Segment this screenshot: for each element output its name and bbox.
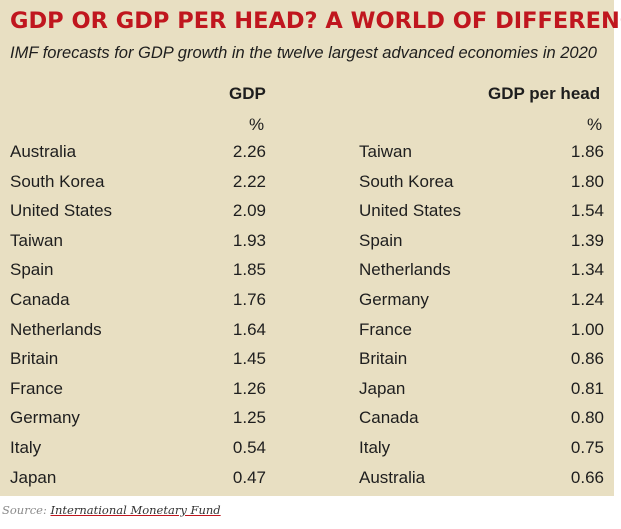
gdp-per-head-value-cell: 0.81 (570, 378, 604, 398)
table-row: Taiwan 1.93 Spain 1.39 (0, 231, 614, 261)
gdp-per-head-country-cell: France (359, 319, 412, 339)
gdp-country-cell: Spain (10, 260, 54, 280)
source-link[interactable]: International Monetary Fund (50, 503, 221, 517)
gdp-country-cell: Netherlands (10, 319, 102, 339)
gdp-country-cell: Britain (10, 349, 59, 369)
gdp-per-head-unit-label: % (587, 115, 603, 134)
gdp-per-head-value-cell: 0.86 (570, 349, 604, 369)
gdp-per-head-country-cell: Britain (359, 349, 408, 369)
chart-panel: GDP OR GDP PER HEAD? A WORLD OF DIFFEREN… (0, 0, 621, 498)
table-row: United States 2.09 United States 1.54 (0, 201, 614, 231)
source-label: Source: (2, 503, 47, 517)
table-row: Germany 1.25 Canada 0.80 (0, 408, 614, 438)
chart-title: GDP OR GDP PER HEAD? A WORLD OF DIFFEREN… (10, 8, 621, 34)
table-row: Japan 0.47 Australia 0.66 (0, 468, 614, 498)
gdp-per-head-value-cell: 0.66 (570, 467, 604, 487)
gdp-country-cell: Italy (10, 438, 42, 457)
gdp-country-cell: United States (10, 201, 113, 221)
gdp-value-cell: 1.93 (232, 230, 266, 250)
table-row: France 1.26 Japan 0.81 (0, 379, 614, 409)
gdp-value-cell: 2.09 (232, 201, 266, 221)
gdp-unit-label: % (249, 115, 265, 134)
table-row: Italy 0.54 Italy 0.75 (0, 438, 614, 468)
gdp-per-head-column-header: GDP per head (488, 84, 601, 103)
gdp-value-cell: 1.64 (232, 319, 266, 339)
gdp-per-head-country-cell: Netherlands (359, 260, 451, 280)
gdp-country-cell: Australia (10, 142, 77, 161)
gdp-value-cell: 0.47 (232, 467, 266, 487)
gdp-value-cell: 1.85 (232, 260, 266, 280)
gdp-per-head-country-cell: Canada (359, 408, 419, 428)
gdp-per-head-country-cell: Spain (359, 230, 403, 250)
gdp-per-head-value-cell: 1.24 (570, 290, 604, 309)
table-row: Spain 1.85 Netherlands 1.34 (0, 260, 614, 290)
gdp-per-head-value-cell: 0.80 (570, 408, 604, 428)
gdp-value-cell: 0.54 (232, 438, 266, 457)
gdp-value-cell: 2.26 (232, 142, 266, 161)
gdp-per-head-value-cell: 1.80 (570, 171, 604, 191)
gdp-value-cell: 1.26 (232, 378, 266, 398)
gdp-per-head-value-cell: 1.34 (570, 260, 604, 280)
table-row: South Korea 2.22 South Korea 1.80 (0, 172, 614, 202)
gdp-per-head-country-cell: Taiwan (359, 142, 412, 161)
table-row: Britain 1.45 Britain 0.86 (0, 349, 614, 379)
gdp-per-head-country-cell: Germany (359, 290, 429, 309)
gdp-per-head-country-cell: South Korea (359, 171, 454, 191)
gdp-per-head-value-cell: 0.75 (570, 438, 604, 457)
gdp-value-cell: 1.25 (232, 408, 266, 428)
table-row: Netherlands 1.64 France 1.00 (0, 320, 614, 350)
gdp-per-head-value-cell: 1.54 (570, 201, 604, 221)
table-row: Australia 2.26 Taiwan 1.86 (0, 142, 614, 172)
gdp-country-cell: Canada (10, 290, 70, 309)
gdp-column-header: GDP (229, 84, 266, 103)
gdp-per-head-value-cell: 1.86 (570, 142, 604, 161)
gdp-per-head-value-cell: 1.39 (570, 230, 604, 250)
gdp-per-head-country-cell: Australia (359, 467, 426, 487)
gdp-country-cell: South Korea (10, 171, 105, 191)
gdp-per-head-value-cell: 1.00 (570, 319, 604, 339)
gdp-value-cell: 1.76 (232, 290, 266, 309)
chart-subtitle: IMF forecasts for GDP growth in the twel… (10, 44, 597, 62)
gdp-value-cell: 1.45 (232, 349, 266, 369)
gdp-per-head-country-cell: Japan (359, 378, 406, 398)
table-row: Canada 1.76 Germany 1.24 (0, 290, 614, 320)
gdp-country-cell: Germany (10, 408, 80, 428)
gdp-value-cell: 2.22 (232, 171, 266, 191)
gdp-country-cell: France (10, 378, 63, 398)
gdp-per-head-country-cell: Italy (359, 438, 391, 457)
gdp-country-cell: Japan (10, 467, 57, 487)
gdp-per-head-country-cell: United States (359, 201, 462, 221)
source-note: Source: International Monetary Fund (2, 503, 221, 517)
gdp-country-cell: Taiwan (10, 230, 63, 250)
